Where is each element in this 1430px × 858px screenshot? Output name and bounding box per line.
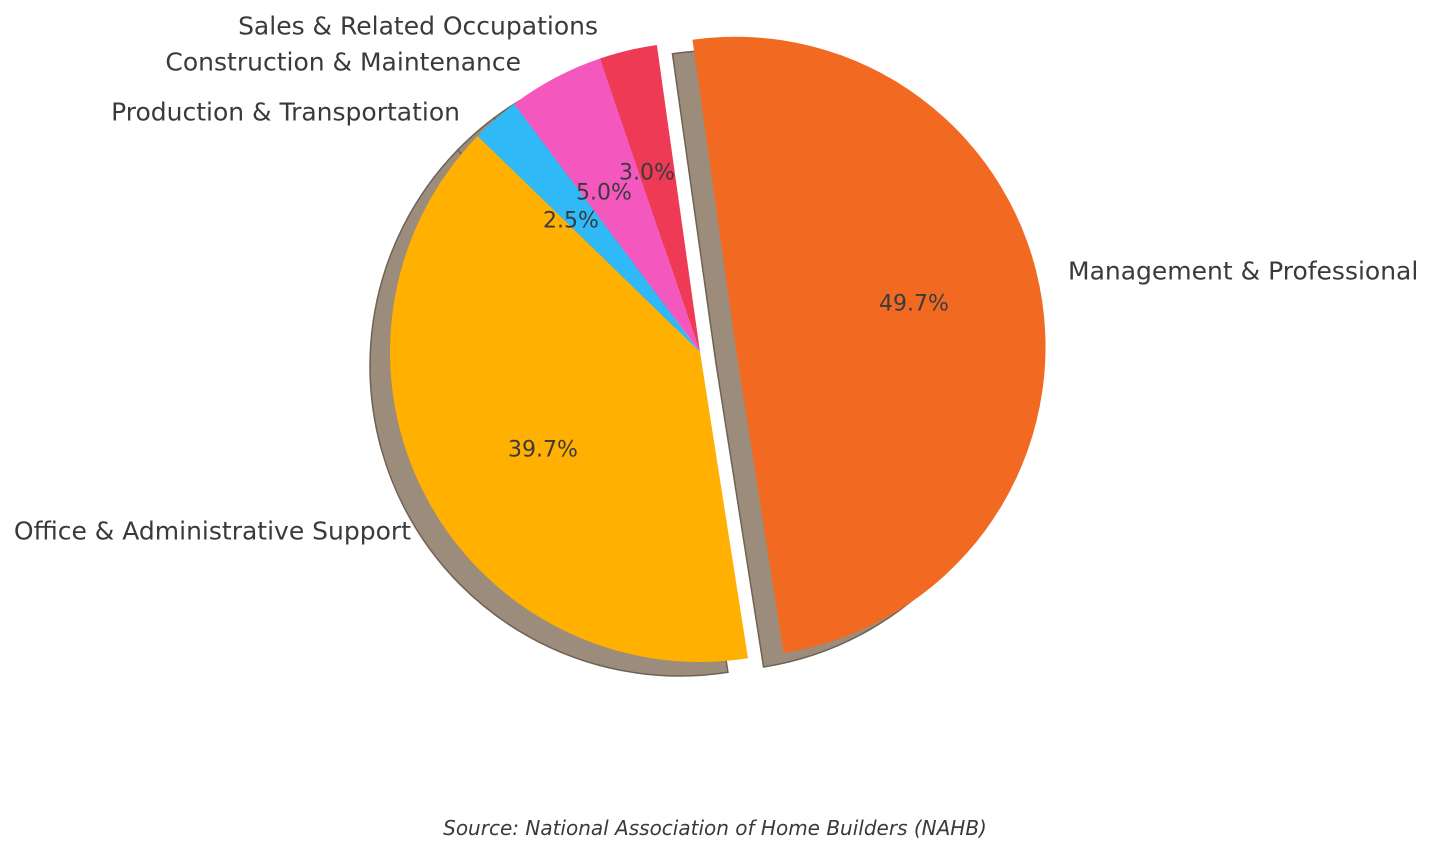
pct-label-office-administrative-support: 39.7% xyxy=(508,438,578,463)
pct-label-management-professional: 49.7% xyxy=(879,292,949,317)
pie-slice-sales-related-occupations xyxy=(600,45,700,353)
pie-slice-production-transportation xyxy=(477,103,700,353)
pie-chart: 49.7% 39.7% 2.5% 5.0%3.0% Management & Profe… xyxy=(14,12,1418,677)
source-note: Source: National Association of Home Bui… xyxy=(443,816,987,840)
pct-label-sales-related-occupations: 3.0% xyxy=(619,161,675,186)
slice-label-sales-related-occupations: Sales & Related Occupations xyxy=(238,12,598,41)
pie-slice-construction-maintenance xyxy=(514,58,700,353)
pie-slice-management-professional xyxy=(692,36,1046,653)
slice-label-office-administrative-support: Office & Administrative Support xyxy=(14,517,411,546)
pie-slice-office-administrative-support xyxy=(390,136,748,663)
pct-label-construction-maintenance: 5.0% xyxy=(576,181,632,206)
slice-label-production-transportation: Production & Transportation xyxy=(111,98,460,127)
slice-label-construction-maintenance: Construction & Maintenance xyxy=(165,48,521,77)
slice-label-management-professional: Management & Professional xyxy=(1068,257,1418,286)
pct-label-production-transportation: 2.5% xyxy=(543,209,599,234)
